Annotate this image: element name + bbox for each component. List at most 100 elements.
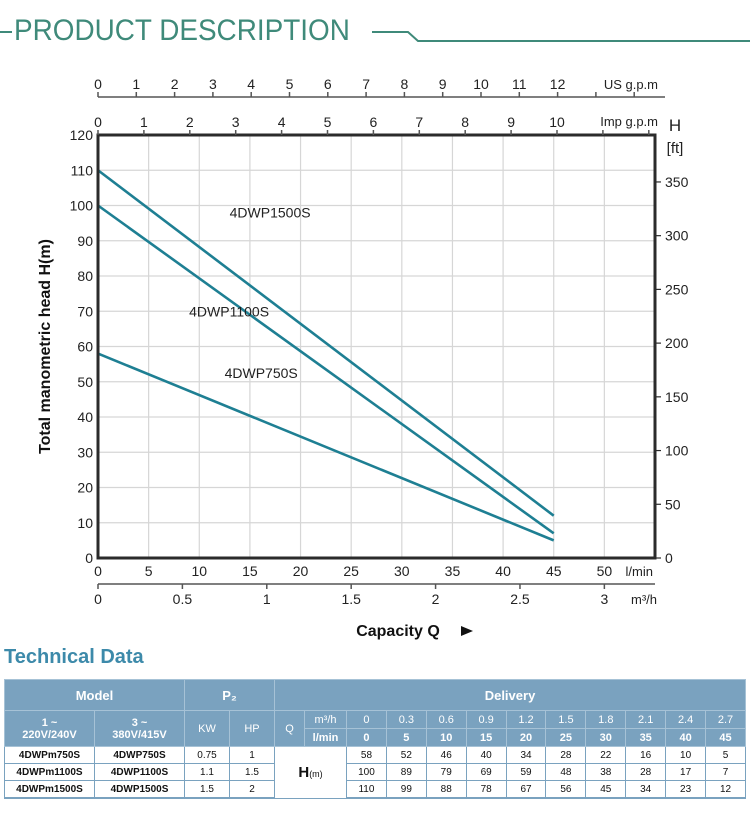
- x-lmin-tick-label: 20: [293, 563, 309, 579]
- y2-tick-label: 150: [665, 389, 689, 405]
- y-tick-label: 40: [77, 409, 93, 425]
- y-tick-label: 80: [77, 268, 93, 284]
- header-kw: KW: [184, 710, 230, 747]
- model-three-phase: 4DWP1100S: [94, 763, 185, 781]
- head-value: 56: [545, 780, 587, 799]
- x-impgpm-unit: Imp g.p.m: [600, 114, 658, 129]
- head-value: 12: [705, 780, 746, 799]
- y2-tick-label: 200: [665, 335, 689, 351]
- x-impgpm-tick-label: 5: [324, 114, 332, 130]
- q-m3h-cell: 0.9: [465, 710, 507, 729]
- x-lmin-tick-label: 40: [495, 563, 511, 579]
- y2-axis-unit: [ft]: [667, 140, 684, 157]
- x-usgpm-tick-label: 3: [209, 76, 217, 92]
- x-lmin-tick-label: 25: [343, 563, 359, 579]
- series-label: 4DWP750S: [225, 365, 298, 381]
- q-lmin-cell: 15: [465, 728, 507, 747]
- q-lmin-cell: 40: [665, 728, 707, 747]
- x-lmin-tick-label: 50: [597, 563, 613, 579]
- head-value: 16: [625, 746, 667, 764]
- page-title: PRODUCT DESCRIPTION: [14, 14, 350, 47]
- x-usgpm-tick-label: 0: [94, 76, 102, 92]
- x-m3h-tick-label: 2: [432, 591, 440, 607]
- y-tick-label: 20: [77, 480, 93, 496]
- head-value: 100: [346, 763, 387, 781]
- y2-tick-label: 300: [665, 228, 689, 244]
- x-impgpm-tick-label: 3: [232, 114, 240, 130]
- x-m3h-tick-label: 0.5: [173, 591, 193, 607]
- x-usgpm-tick-label: 6: [324, 76, 332, 92]
- y2-tick-label: 350: [665, 174, 689, 190]
- q-lmin-cell: 25: [545, 728, 587, 747]
- y2-tick-label: 100: [665, 443, 689, 459]
- x-m3h-unit: m³/h: [631, 592, 657, 607]
- x-usgpm-tick-label: 5: [286, 76, 294, 92]
- y-axis-title: Total manometric head H(m): [37, 239, 54, 454]
- head-value: 110: [346, 780, 387, 799]
- power-kw: 1.1: [184, 763, 230, 781]
- q-lmin-cell: 5: [385, 728, 427, 747]
- power-kw: 1.5: [184, 780, 230, 799]
- x-usgpm-tick-label: 2: [171, 76, 179, 92]
- x-usgpm-tick-label: 12: [550, 76, 566, 92]
- technical-data-title: Technical Data: [4, 646, 144, 668]
- head-value: 58: [346, 746, 387, 764]
- y2-tick-label: 50: [665, 496, 681, 512]
- header-single-phase: 1 ~ 220V/240V: [4, 710, 95, 747]
- x-axis-title: Capacity Q: [356, 623, 440, 640]
- single-phase-symbol: 1 ~: [41, 716, 58, 729]
- x-m3h-tick-label: 2.5: [510, 591, 530, 607]
- x-usgpm-unit: US g.p.m: [604, 77, 658, 92]
- head-label: H(m): [274, 746, 348, 799]
- power-hp: 1: [228, 746, 276, 764]
- head-value: 28: [625, 763, 667, 781]
- head-value: 10: [665, 746, 707, 764]
- head-value: 88: [425, 780, 467, 799]
- x-lmin-tick-label: 15: [242, 563, 258, 579]
- plot-frame: [96, 133, 657, 560]
- x-usgpm-tick-label: 7: [362, 76, 370, 92]
- y-tick-label: 10: [77, 515, 93, 531]
- x-impgpm-tick-label: 1: [140, 114, 148, 130]
- q-lmin-cell: 35: [625, 728, 667, 747]
- three-phase-voltage: 380V/415V: [112, 728, 167, 741]
- q-lmin-cell: 10: [425, 728, 467, 747]
- y-tick-label: 60: [77, 339, 93, 355]
- x-m3h-tick-label: 3: [600, 591, 608, 607]
- head-value: 17: [665, 763, 707, 781]
- y-tick-label: 90: [77, 233, 93, 249]
- q-m3h-cell: 2.7: [705, 710, 746, 729]
- x-usgpm-tick-label: 1: [132, 76, 140, 92]
- x-lmin-tick-label: 10: [191, 563, 207, 579]
- head-label-unit: (m): [309, 768, 323, 779]
- head-value: 40: [465, 746, 507, 764]
- x-usgpm-tick-label: 4: [247, 76, 255, 92]
- head-value: 78: [465, 780, 507, 799]
- x-lmin-unit: l/min: [626, 564, 653, 579]
- head-value: 67: [505, 780, 547, 799]
- x-m3h-tick-label: 1: [263, 591, 271, 607]
- head-value: 7: [705, 763, 746, 781]
- header-hp: HP: [228, 710, 276, 747]
- head-value: 89: [385, 763, 427, 781]
- q-m3h-cell: 1.2: [505, 710, 547, 729]
- single-phase-voltage: 220V/240V: [22, 728, 77, 741]
- y-tick-label: 120: [70, 127, 94, 143]
- x-impgpm-tick-label: 8: [461, 114, 469, 130]
- head-label-h: H: [298, 763, 310, 781]
- x-impgpm-tick-label: 7: [415, 114, 423, 130]
- head-value: 28: [545, 746, 587, 764]
- y2-tick-label: 250: [665, 281, 689, 297]
- q-lmin-cell: 30: [585, 728, 627, 747]
- q-m3h-cell: 0.6: [425, 710, 467, 729]
- pump-curve-chart: 4DWP1500S4DWP1100S4DWP750S01020304050607…: [37, 76, 689, 640]
- head-value: 59: [505, 763, 547, 781]
- head-value: 48: [545, 763, 587, 781]
- head-value: 69: [465, 763, 507, 781]
- x-impgpm-tick-label: 9: [507, 114, 515, 130]
- x-usgpm-tick-label: 8: [401, 76, 409, 92]
- x-usgpm-tick-label: 11: [512, 76, 527, 92]
- header-model: Model: [4, 679, 185, 711]
- q-m3h-cell: 2.1: [625, 710, 667, 729]
- x-impgpm-tick-label: 2: [186, 114, 194, 130]
